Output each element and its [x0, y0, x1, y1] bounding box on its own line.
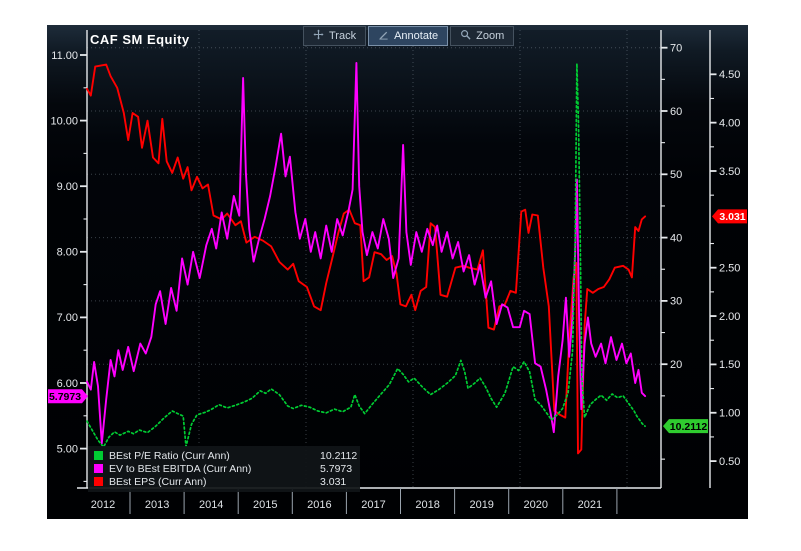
- outer_right-tick-label: 4.50: [719, 69, 740, 81]
- left-tick-label: 11.00: [51, 50, 78, 62]
- ebitda-value-badge: [48, 389, 88, 404]
- legend-swatch: [94, 477, 103, 486]
- inner_right-tick-label: 20: [670, 359, 682, 371]
- button-label: Zoom: [476, 30, 505, 42]
- left-tick-label: 9.00: [57, 181, 78, 193]
- ebitda-value-badge-text: 5.7973: [49, 391, 81, 403]
- legend-value: 5.7973: [320, 462, 353, 475]
- outer_right-tick-label: 0.50: [719, 456, 740, 468]
- year-label: 2013: [145, 499, 169, 511]
- chart-toolbar: Track Annotate Zoom: [303, 26, 515, 46]
- inner_right-tick-label: 30: [670, 296, 682, 308]
- pencil-icon: [378, 29, 389, 43]
- pe-value-badge-text: 10.2112: [670, 421, 708, 433]
- zoom-button[interactable]: Zoom: [450, 26, 515, 46]
- button-label: Annotate: [394, 30, 439, 42]
- inner_right-tick-label: 60: [670, 106, 682, 118]
- outer_right-tick-label: 2.00: [719, 311, 740, 323]
- track-button[interactable]: Track: [303, 26, 367, 46]
- legend-value: 10.2112: [320, 449, 358, 462]
- chart-canvas[interactable]: 11.00 10.00 9.00 8.00 7.00 6.00 5.00 70 60 50 40 30…: [47, 25, 748, 519]
- outer_right-tick-label: 1.00: [719, 408, 740, 420]
- page-title: CAF SM Equity: [90, 32, 190, 47]
- outer_right-tick-label: 1.50: [719, 359, 740, 371]
- legend-label: BEst P/E Ratio (Curr Ann): [109, 449, 230, 462]
- magnifier-icon: [460, 29, 471, 43]
- terminal-panel: 11.00 10.00 9.00 8.00 7.00 6.00 5.00 70 60 50 40 30…: [47, 25, 748, 519]
- legend-swatch: [94, 464, 103, 473]
- move-icon: [313, 29, 324, 43]
- inner_right-tick-label: 70: [670, 43, 682, 55]
- legend-label: BEst EPS (Curr Ann): [109, 475, 207, 488]
- legend-row[interactable]: BEst P/E Ratio (Curr Ann) 10.2112: [94, 449, 358, 462]
- pe-value-badge: [663, 419, 708, 434]
- legend-value: 3.031: [320, 475, 347, 488]
- legend-label: EV to BEst EBITDA (Curr Ann): [109, 462, 252, 475]
- series-line: [86, 62, 646, 448]
- outer_right-tick-label: 2.50: [719, 263, 740, 275]
- legend-row[interactable]: EV to BEst EBITDA (Curr Ann) 5.7973: [94, 462, 354, 475]
- year-label: 2019: [469, 499, 493, 511]
- year-label: 2016: [307, 499, 331, 511]
- year-label: 2015: [253, 499, 277, 511]
- inner_right-tick-label: 50: [670, 169, 682, 181]
- year-label: 2018: [415, 499, 439, 511]
- eps-value-badge-text: 3.031: [719, 211, 745, 223]
- left-tick-label: 10.00: [50, 115, 78, 127]
- left-tick-label: 7.00: [57, 312, 78, 324]
- year-label: 2012: [91, 499, 115, 511]
- left-tick-label: 6.00: [57, 378, 78, 390]
- inner_right-tick-label: 40: [670, 232, 682, 244]
- left-tick-label: 8.00: [57, 247, 78, 259]
- annotate-button[interactable]: Annotate: [368, 26, 449, 46]
- left-tick-label: 5.00: [57, 443, 78, 455]
- outer_right-tick-label: 3.50: [719, 166, 740, 178]
- outer_right-tick-label: 4.00: [719, 117, 740, 129]
- year-label: 2020: [524, 499, 548, 511]
- button-label: Track: [329, 30, 357, 42]
- chart-legend: BEst P/E Ratio (Curr Ann) 10.2112 EV to BE…: [88, 446, 360, 492]
- legend-swatch: [94, 451, 103, 460]
- year-label: 2021: [578, 499, 602, 511]
- legend-row[interactable]: BEst EPS (Curr Ann) 3.031: [94, 475, 354, 488]
- series-line: [86, 61, 647, 445]
- eps-value-badge: [712, 209, 747, 224]
- year-label: 2014: [199, 499, 223, 511]
- year-label: 2017: [361, 499, 385, 511]
